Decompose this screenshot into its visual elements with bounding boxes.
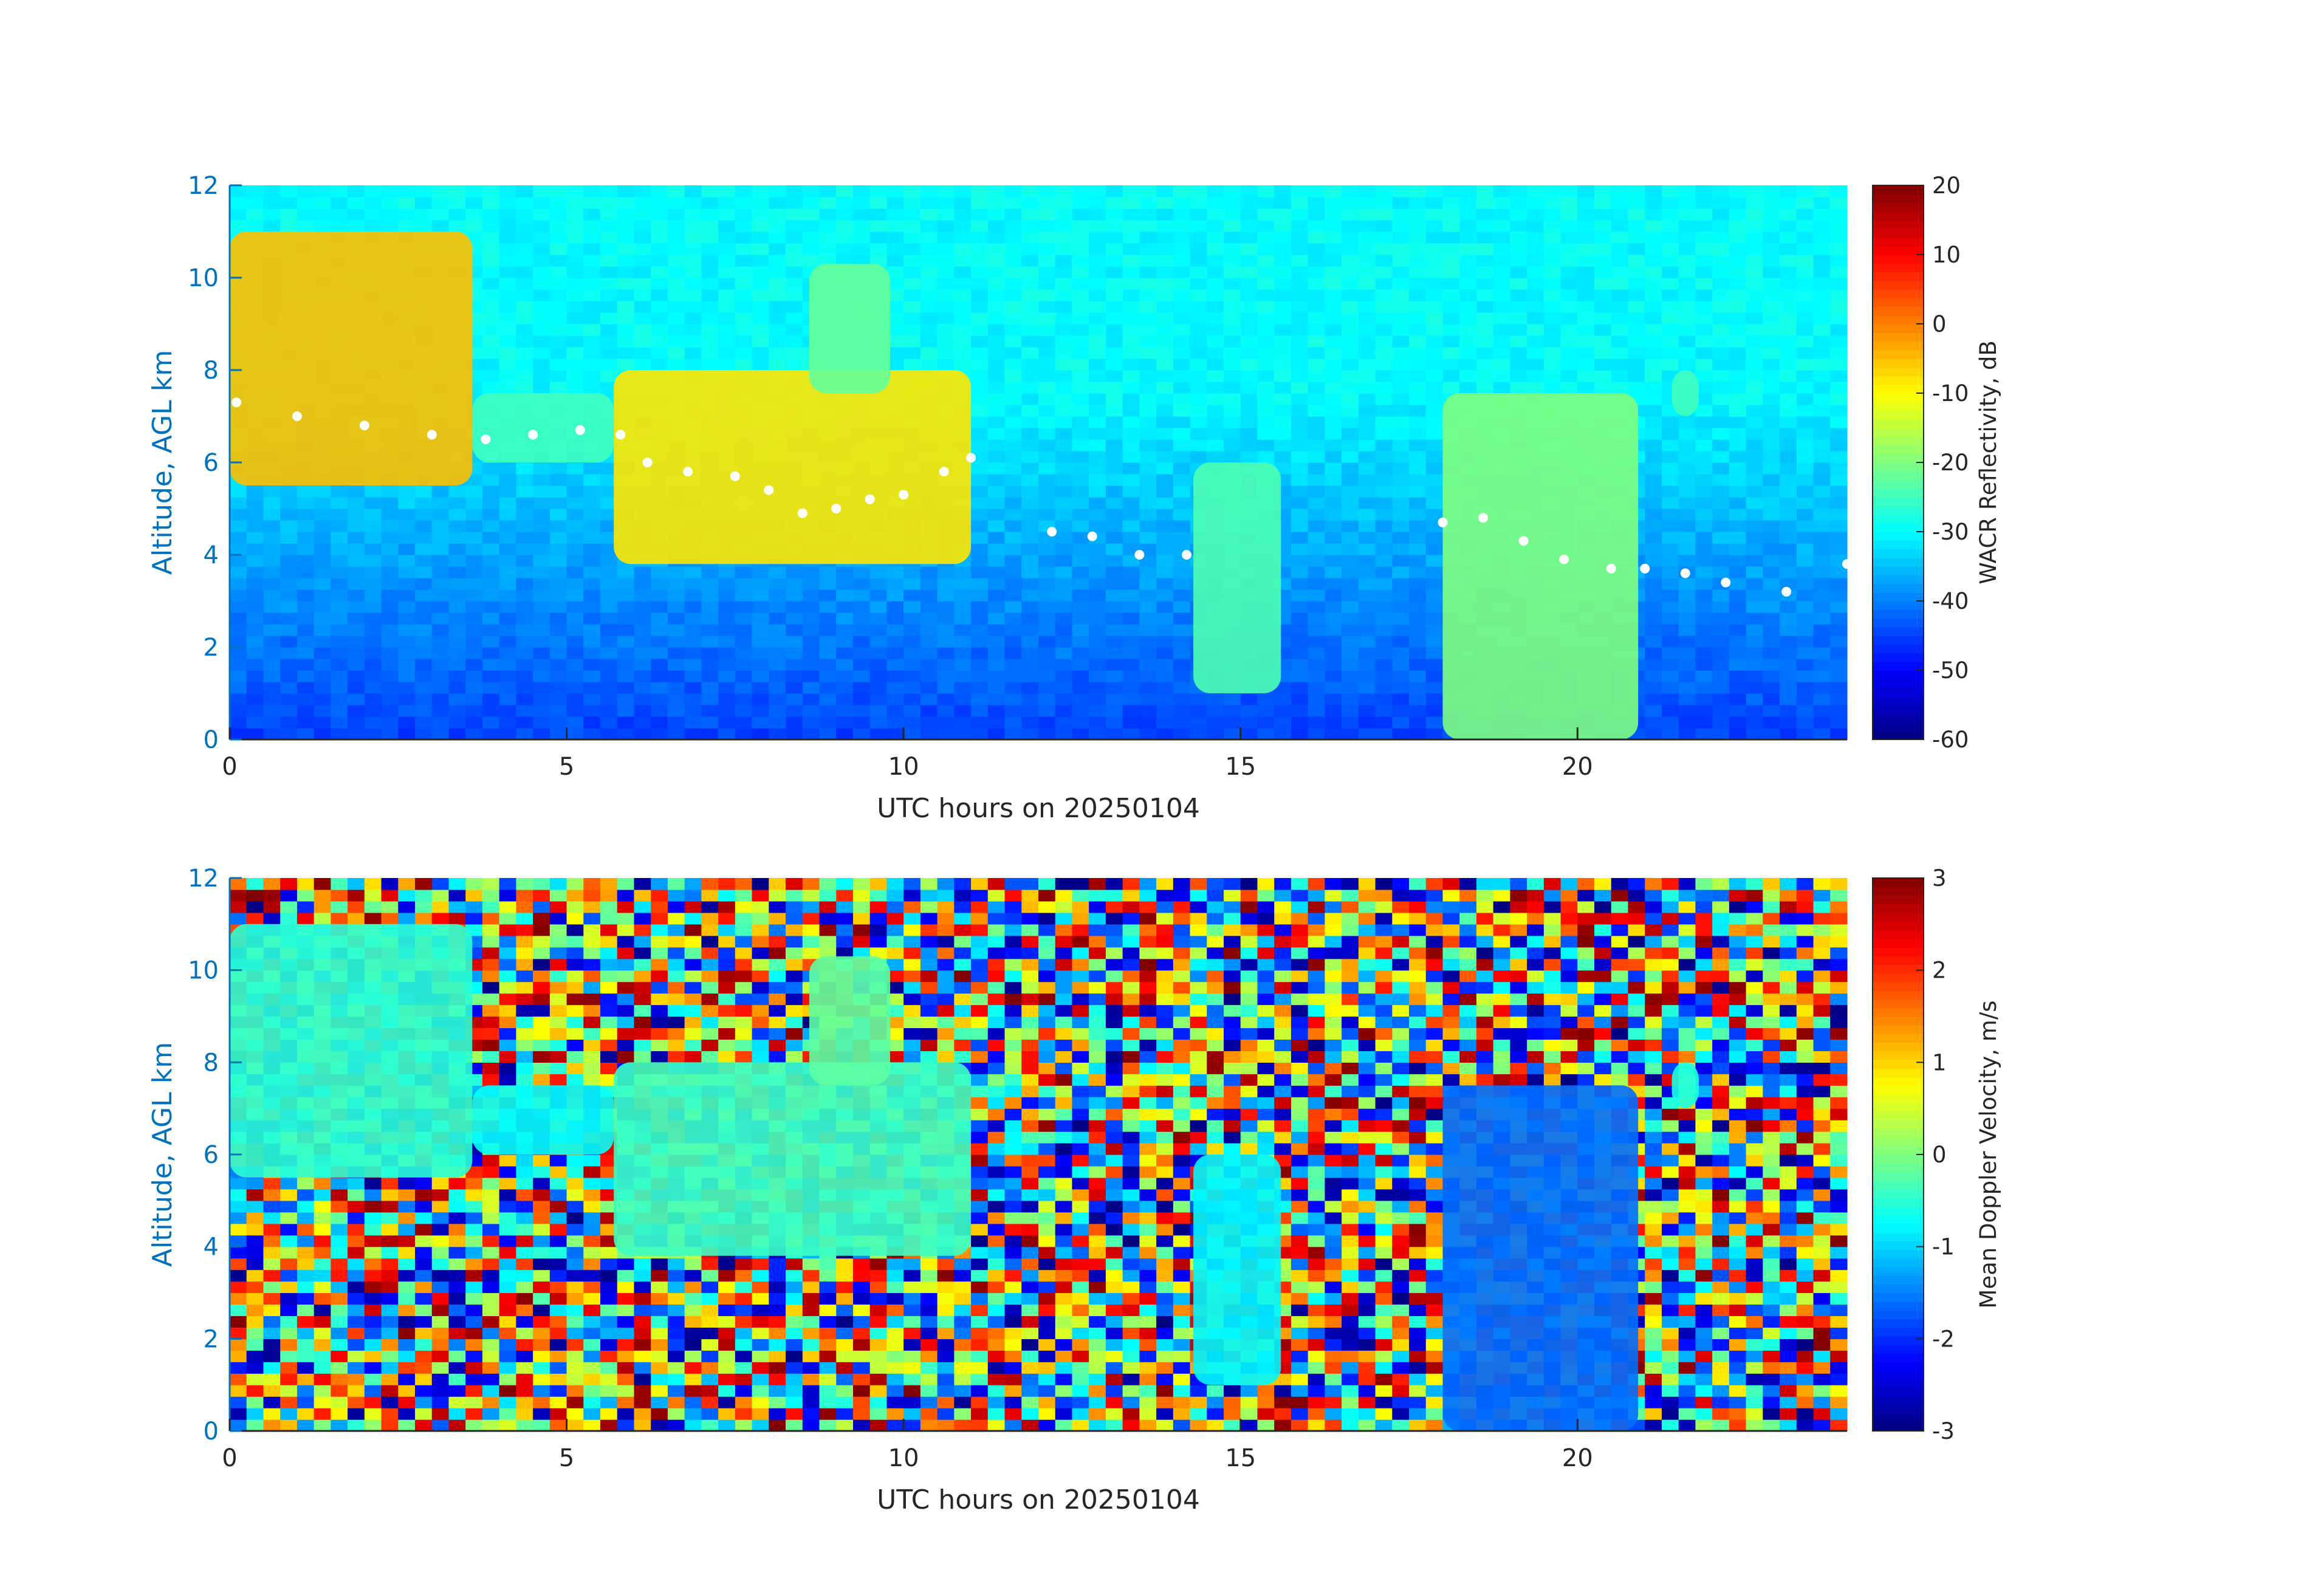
y-tick-label: 12 [188, 865, 219, 893]
cloud-base-marker [1640, 563, 1650, 574]
plot-area [230, 878, 1848, 1432]
x-tick-label: 0 [222, 753, 237, 781]
colorbar-tick-label: -10 [1932, 380, 1969, 406]
cloud-base-marker [764, 485, 774, 495]
cloud-base-marker [1478, 513, 1489, 523]
y-tick-label: 12 [188, 172, 219, 200]
cloud-feature-2 [472, 393, 614, 462]
cloud-base-marker [1438, 517, 1448, 527]
colorbar-tick-label: -40 [1932, 588, 1969, 614]
cloud-base-marker [865, 494, 875, 504]
cloud-feature-3 [614, 1062, 972, 1256]
cloud-base-marker [427, 430, 437, 440]
cloud-feature-3 [614, 370, 972, 564]
cloud-base-marker [1047, 527, 1057, 537]
colorbar-tick-label: 0 [1932, 1142, 1947, 1168]
x-axis-label: UTC hours on 20250104 [877, 793, 1200, 824]
x-tick-label: 0 [222, 1444, 237, 1472]
cloud-base-marker [359, 420, 369, 431]
cloud-base-marker [528, 430, 538, 440]
colorbar-tick-label: 20 [1932, 173, 1961, 199]
cloud-feature-7 [1671, 1062, 1699, 1109]
cloud-base-marker [615, 430, 626, 440]
colorbar-tick-label: -1 [1932, 1234, 1955, 1260]
panel-1: 0 5 10 15 20 0 2 4 6 8 10 12 UTC hours on 20250104 Al… [147, 172, 2001, 824]
x-axis-label: UTC hours on 20250104 [877, 1484, 1200, 1515]
y-tick-label: 6 [204, 1141, 219, 1169]
cloud-base-marker [481, 434, 491, 444]
cloud-feature-7 [1671, 370, 1699, 416]
y-tick-label: 10 [188, 264, 219, 292]
colorbar-tick-label: 0 [1932, 311, 1947, 337]
cloud-base-marker [683, 467, 693, 477]
cloud-base-marker [575, 425, 585, 435]
cloud-feature-1 [230, 924, 473, 1178]
y-tick-label: 8 [204, 1049, 219, 1077]
colorbar-tick-label: -50 [1932, 657, 1969, 684]
y-tick-label: 0 [204, 726, 219, 754]
y-tick-label: 4 [204, 541, 219, 569]
y-tick-label: 4 [204, 1233, 219, 1261]
cloud-base-marker [292, 411, 302, 421]
plot-area [230, 185, 1852, 740]
cloud-base-marker [642, 458, 653, 467]
colorbar: 3 2 1 0 -1 -2 -3 Mean Doppler Velocity, m/s [1872, 865, 2001, 1444]
colorbar-tick-label: -20 [1932, 450, 1969, 476]
cloud-base-marker [1087, 531, 1097, 541]
colorbar-tick-label: -3 [1932, 1418, 1955, 1444]
colorbar-label: Mean Doppler Velocity, m/s [1975, 1000, 2001, 1308]
cloud-feature-2 [472, 1085, 614, 1155]
cloud-base-marker [231, 397, 242, 408]
y-tick-label: 0 [204, 1418, 219, 1446]
colorbar-tick-label: -60 [1932, 727, 1969, 753]
cloud-feature-1 [230, 232, 473, 485]
y-tick-label: 6 [204, 449, 219, 477]
colorbar-label: WACR Reflectivity, dB [1975, 340, 2001, 585]
cloud-base-marker [1182, 550, 1191, 560]
colorbar-tick-label: 1 [1932, 1049, 1947, 1075]
cloud-base-marker [1781, 586, 1792, 597]
y-axis-label: Altitude, AGL km [147, 350, 178, 575]
cloud-base-marker [1721, 577, 1731, 588]
y-tick-label: 10 [188, 957, 219, 985]
cloud-base-marker [939, 467, 949, 477]
colorbar-tick-label: 3 [1932, 865, 1947, 891]
cloud-base-marker [1606, 563, 1616, 574]
x-tick-label: 5 [559, 1444, 574, 1472]
cloud-feature-5 [1193, 462, 1281, 693]
y-tick-label: 2 [204, 634, 219, 662]
x-tick-label: 10 [888, 753, 919, 781]
cloud-base-marker [1680, 568, 1690, 578]
colorbar-tick-label: 10 [1932, 242, 1961, 268]
cloud-base-marker [797, 508, 807, 518]
y-tick-label: 2 [204, 1325, 219, 1353]
cloud-base-marker [966, 453, 976, 463]
colorbar-tick-label: -30 [1932, 519, 1969, 545]
colorbar-tick-label: -2 [1932, 1326, 1955, 1352]
cloud-feature-4 [809, 264, 890, 393]
cloud-base-marker [730, 471, 740, 481]
cloud-base-marker [1518, 536, 1529, 546]
y-tick-label: 8 [204, 357, 219, 385]
x-tick-label: 5 [559, 753, 574, 781]
cloud-feature-6 [1442, 1085, 1639, 1432]
cloud-base-marker [1842, 559, 1852, 569]
x-tick-label: 20 [1562, 1444, 1593, 1472]
cloud-feature-4 [809, 956, 890, 1086]
cloud-base-marker [1134, 550, 1145, 560]
x-tick-label: 20 [1562, 753, 1593, 781]
x-tick-label: 10 [888, 1444, 919, 1472]
y-axis-label: Altitude, AGL km [147, 1042, 178, 1267]
x-tick-label: 15 [1225, 753, 1256, 781]
cloud-feature-5 [1193, 1154, 1281, 1385]
cloud-base-marker [1559, 554, 1569, 564]
cloud-feature-6 [1442, 393, 1639, 739]
colorbar-tick-label: 2 [1932, 958, 1947, 984]
cloud-base-marker [899, 490, 909, 500]
x-tick-label: 15 [1225, 1444, 1256, 1472]
colorbar: 20 10 0 -10 -20 -30 -40 -50 -60 WACR Reflectivity… [1872, 173, 2001, 753]
cloud-base-marker [831, 504, 842, 513]
